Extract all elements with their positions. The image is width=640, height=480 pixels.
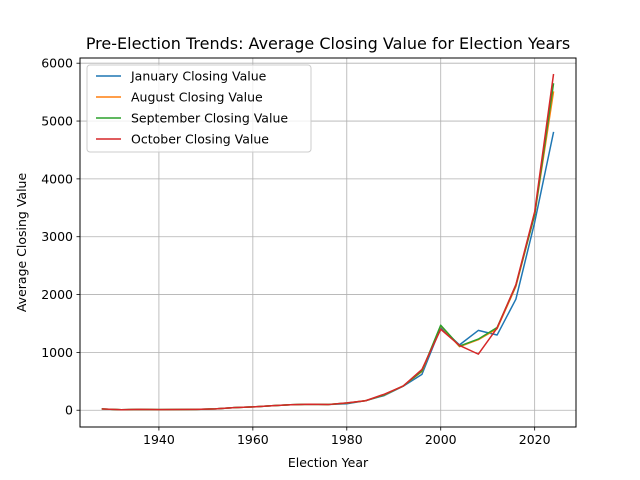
- y-tick-label: 6000: [41, 56, 73, 71]
- legend-label: September Closing Value: [131, 111, 288, 126]
- chart-title: Pre-Election Trends: Average Closing Val…: [86, 34, 570, 53]
- x-tick-label: 1960: [237, 432, 269, 447]
- x-tick-label: 2020: [519, 432, 551, 447]
- y-tick-label: 0: [65, 403, 73, 418]
- legend-label: August Closing Value: [131, 90, 263, 105]
- y-axis-label: Average Closing Value: [14, 173, 29, 313]
- tick-layer: 1940 1960 1980 2000 2020 0 1000 2000 3000 4000 500…: [41, 56, 550, 447]
- series-layer: [101, 73, 555, 411]
- x-tick-label: 1980: [331, 432, 363, 447]
- y-tick-label: 4000: [41, 171, 73, 186]
- plot-frame: [79, 57, 577, 428]
- y-tick-label: 5000: [41, 114, 73, 129]
- y-tick-label: 1000: [41, 345, 73, 360]
- grid-layer: [80, 58, 576, 427]
- legend-label: January Closing Value: [130, 69, 267, 84]
- x-tick-label: 2000: [425, 432, 457, 447]
- x-tick-label: 1940: [143, 432, 175, 447]
- legend-label: October Closing Value: [131, 132, 269, 147]
- y-tick-label: 3000: [41, 229, 73, 244]
- y-tick-label: 2000: [41, 287, 73, 302]
- series-line-october: [101, 73, 555, 411]
- legend: January Closing Value August Closing Valu…: [86, 64, 312, 153]
- legend-box: [86, 64, 312, 153]
- x-axis-label: Election Year: [288, 455, 369, 470]
